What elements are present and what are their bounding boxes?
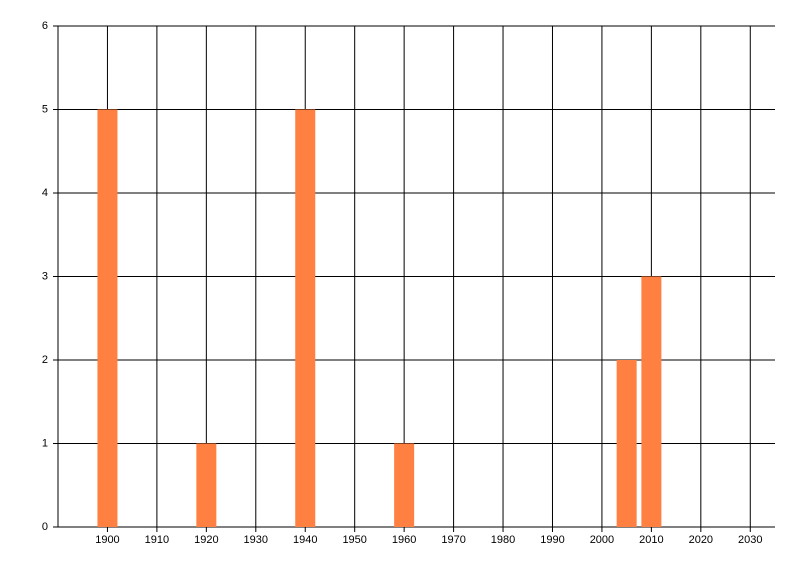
- y-tick-label: 4: [42, 187, 48, 199]
- x-tick-label: 1980: [491, 534, 515, 546]
- y-tick-label: 5: [42, 103, 48, 115]
- x-tick-label: 1970: [441, 534, 465, 546]
- x-tick-label: 2000: [590, 534, 614, 546]
- x-tick-label: 1940: [293, 534, 317, 546]
- bar: [616, 360, 637, 527]
- bar: [97, 109, 118, 527]
- y-tick-label: 1: [42, 437, 48, 449]
- y-tick-label: 3: [42, 270, 48, 282]
- bar: [394, 443, 415, 527]
- x-tick-label: 2010: [639, 534, 663, 546]
- bar: [196, 443, 217, 527]
- x-tick-label: 2030: [738, 534, 762, 546]
- x-tick-label: 1910: [145, 534, 169, 546]
- x-tick-label: 1920: [194, 534, 218, 546]
- y-tick-label: 0: [42, 521, 48, 533]
- x-tick-label: 2020: [689, 534, 713, 546]
- x-tick-label: 1950: [342, 534, 366, 546]
- bar: [641, 276, 662, 527]
- x-tick-label: 1900: [95, 534, 119, 546]
- x-tick-label: 1930: [244, 534, 268, 546]
- y-tick-label: 6: [42, 20, 48, 32]
- y-tick-label: 2: [42, 354, 48, 366]
- x-tick-label: 1990: [540, 534, 564, 546]
- bar: [295, 109, 316, 527]
- x-tick-label: 1960: [392, 534, 416, 546]
